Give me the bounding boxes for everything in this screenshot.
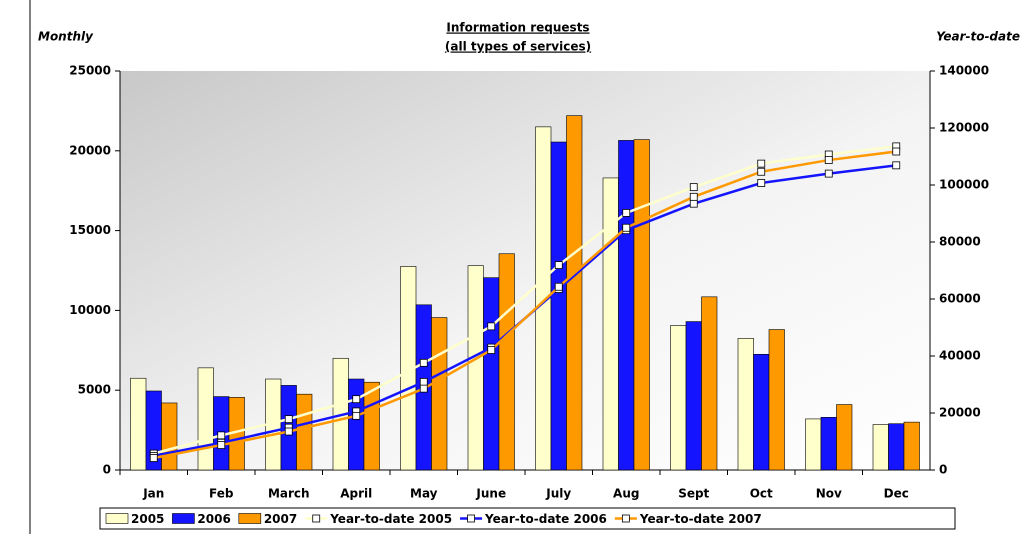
y-axis-label: Monthly (38, 30, 94, 44)
bar (483, 277, 500, 471)
bar (498, 253, 515, 471)
bar (566, 115, 583, 471)
bar (701, 296, 718, 471)
line-marker (892, 161, 901, 170)
bar (753, 353, 770, 471)
line-marker (554, 261, 563, 269)
line-marker (149, 454, 158, 462)
legend-label: Year-to-date 2007 (639, 512, 762, 526)
y-tick-label: 0 (103, 463, 111, 477)
bar (550, 141, 567, 471)
bar (197, 367, 214, 471)
chart-title: Information requests (446, 21, 589, 35)
line-marker (757, 179, 766, 187)
legend-marker (467, 514, 475, 523)
line-marker (689, 199, 698, 208)
line-marker (757, 159, 766, 168)
bar (348, 378, 365, 471)
x-tick-label: Aug (613, 487, 639, 501)
y2-tick-label: 20000 (939, 406, 981, 420)
y-tick-label: 20000 (69, 143, 111, 157)
x-tick-label: March (268, 487, 310, 501)
bar (633, 139, 650, 471)
line-marker (217, 441, 226, 449)
legend-label: 2005 (131, 512, 164, 526)
line-marker (419, 358, 428, 367)
bar (670, 325, 687, 471)
line-marker (689, 192, 698, 201)
x-tick-label: May (410, 487, 438, 501)
x-tick-label: Oct (750, 487, 773, 501)
line-marker (284, 427, 293, 436)
line-marker (622, 223, 631, 232)
line-marker (217, 431, 226, 440)
line-marker (824, 169, 833, 178)
line-marker (487, 346, 496, 354)
x-tick-label: Jan (142, 487, 164, 501)
y-tick-label: 10000 (69, 303, 111, 317)
bar (872, 424, 889, 471)
y-tick-label: 15000 (69, 223, 111, 237)
line-marker (554, 282, 563, 291)
line-marker (487, 322, 496, 331)
y2-tick-label: 120000 (939, 121, 989, 135)
legend (99, 507, 956, 530)
legend-label: 2006 (197, 512, 230, 526)
line-marker (352, 411, 361, 420)
legend-label: 2007 (264, 512, 297, 526)
line-marker (622, 209, 631, 217)
line-marker (419, 384, 428, 393)
bar (903, 421, 920, 471)
legend-swatch (105, 513, 129, 524)
bar (737, 338, 754, 471)
line-marker (689, 183, 698, 192)
bar (888, 423, 905, 471)
y2-tick-label: 60000 (939, 292, 981, 306)
y-tick-label: 25000 (69, 64, 111, 78)
legend-swatch (238, 513, 262, 524)
bar (685, 321, 702, 471)
y-tick-label: 5000 (78, 383, 111, 397)
line-marker (284, 415, 293, 424)
plot-area (120, 71, 930, 470)
bar (130, 377, 147, 471)
x-tick-label: Nov (816, 487, 842, 501)
x-tick-label: Sept (678, 487, 709, 501)
bar (820, 417, 837, 471)
line (153, 145, 897, 455)
bar (161, 402, 178, 471)
bar (467, 265, 484, 471)
chart-subtitle: (all types of services) (445, 40, 591, 54)
line (153, 150, 897, 460)
x-tick-label: July (545, 487, 571, 501)
y2-tick-label: 80000 (939, 235, 981, 249)
line-marker (892, 147, 901, 156)
bar (296, 393, 313, 471)
y2-axis-label: Year-to-date (936, 30, 1020, 44)
legend-swatch (172, 513, 195, 524)
y2-tick-label: 100000 (939, 178, 989, 192)
line-marker (824, 156, 833, 164)
legend-marker (621, 514, 630, 523)
bar (805, 418, 822, 471)
bar (768, 329, 785, 471)
y2-tick-label: 0 (939, 463, 947, 477)
line-marker (757, 167, 766, 176)
legend-label: Year-to-date 2006 (484, 512, 607, 526)
bar (363, 381, 380, 471)
x-tick-label: June (475, 487, 506, 501)
x-tick-label: Feb (209, 487, 234, 501)
bar (836, 404, 853, 471)
y2-tick-label: 40000 (939, 349, 981, 363)
x-tick-label: Dec (884, 487, 909, 501)
y2-tick-label: 140000 (939, 64, 989, 78)
bar (431, 317, 448, 471)
bar (618, 140, 635, 471)
x-tick-label: April (340, 487, 372, 501)
line-marker (352, 395, 361, 404)
legend-marker (312, 514, 321, 523)
legend-label: Year-to-date 2005 (329, 512, 452, 526)
line-marker (419, 378, 428, 386)
